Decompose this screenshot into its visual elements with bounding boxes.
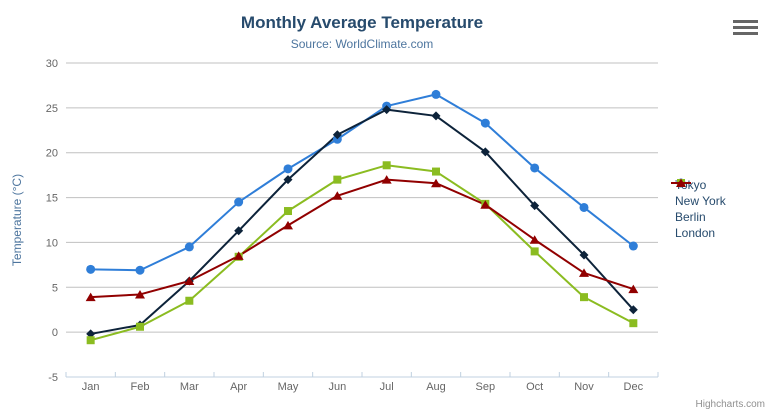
data-point-london[interactable] [480,200,491,209]
x-tick-label: May [278,381,299,393]
series-line-london [89,178,635,299]
y-tick-label: 20 [46,148,58,160]
x-tick-label: Jun [328,381,346,393]
highcharts-credit[interactable]: Highcharts.com [695,399,765,410]
y-tick-label: 15 [46,193,58,205]
data-point-london[interactable] [135,289,145,299]
data-point-london[interactable] [381,175,392,184]
data-point-new-york[interactable] [431,111,441,121]
data-point-tokyo[interactable] [234,197,244,207]
export-menu-button[interactable] [733,20,758,38]
x-tick-label: Apr [230,381,247,393]
data-point-tokyo[interactable] [431,89,441,99]
data-point-new-york[interactable] [530,201,540,211]
data-point-london[interactable] [184,276,195,286]
triangle-marker-icon [671,178,691,187]
data-point-berlin[interactable] [580,293,588,302]
legend-item-berlin[interactable]: Berlin [670,179,726,225]
series-line-berlin [89,164,635,342]
x-tick-label: Mar [180,381,199,393]
legend: Tokyo New York Berlin London [670,177,726,241]
legend-item-london[interactable]: London [670,178,726,241]
x-tick-label: Nov [574,381,594,393]
y-tick-label: 0 [52,327,58,339]
data-point-berlin[interactable] [333,175,342,184]
chart-title: Monthly Average Temperature [240,13,484,32]
data-point-berlin[interactable] [185,296,194,305]
x-tick-label: Dec [624,381,644,393]
data-point-london[interactable] [579,268,589,277]
hamburger-icon [733,32,758,35]
data-point-new-york[interactable] [382,105,392,115]
data-point-berlin[interactable] [382,161,391,170]
data-point-berlin[interactable] [432,167,440,176]
series-line-new-york [89,108,635,335]
data-point-berlin[interactable] [629,319,638,328]
data-point-berlin[interactable] [86,336,95,345]
legend-label: Berlin [675,210,706,224]
x-tick-label: Feb [131,381,150,393]
legend-label: London [675,226,716,240]
data-point-tokyo[interactable] [530,163,540,173]
chart-subtitle: Source: WorldClimate.com [290,37,434,51]
legend-label: New York [675,194,726,208]
data-point-london[interactable] [529,235,540,244]
data-point-new-york[interactable] [86,329,96,339]
data-point-tokyo[interactable] [86,264,96,274]
hamburger-icon [733,20,758,23]
data-point-new-york[interactable] [579,250,589,260]
y-tick-label: 5 [52,282,58,294]
hamburger-icon [733,26,758,29]
data-point-berlin[interactable] [284,207,292,216]
data-point-london[interactable] [332,191,343,200]
data-point-new-york[interactable] [332,130,342,140]
data-point-berlin[interactable] [530,247,539,256]
data-point-london[interactable] [628,284,639,294]
data-point-tokyo[interactable] [628,241,638,251]
y-tick-label: -5 [48,372,58,384]
data-point-london[interactable] [233,251,244,260]
legend-item-new-york[interactable]: New York [670,178,726,209]
data-point-london[interactable] [283,220,293,230]
x-tick-label: Sep [476,381,496,393]
data-point-new-york[interactable] [283,175,293,185]
data-point-tokyo[interactable] [283,164,293,174]
data-point-tokyo[interactable] [135,265,145,275]
data-point-new-york[interactable] [628,305,638,315]
x-tick-label: Aug [426,381,446,393]
data-point-london[interactable] [431,178,441,188]
x-tick-label: Jul [380,381,394,393]
data-point-tokyo[interactable] [579,202,589,212]
data-point-tokyo[interactable] [184,242,194,252]
y-tick-label: 25 [46,103,58,115]
data-point-tokyo[interactable] [480,118,490,128]
y-tick-label: 10 [46,237,58,249]
y-tick-label: 30 [46,58,58,70]
data-point-new-york[interactable] [480,147,490,157]
data-point-berlin[interactable] [136,322,144,331]
x-tick-label: Oct [526,381,543,393]
data-point-london[interactable] [85,292,96,302]
data-point-new-york[interactable] [234,226,244,236]
series-line-tokyo [89,93,635,272]
x-tick-label: Jan [82,381,100,393]
